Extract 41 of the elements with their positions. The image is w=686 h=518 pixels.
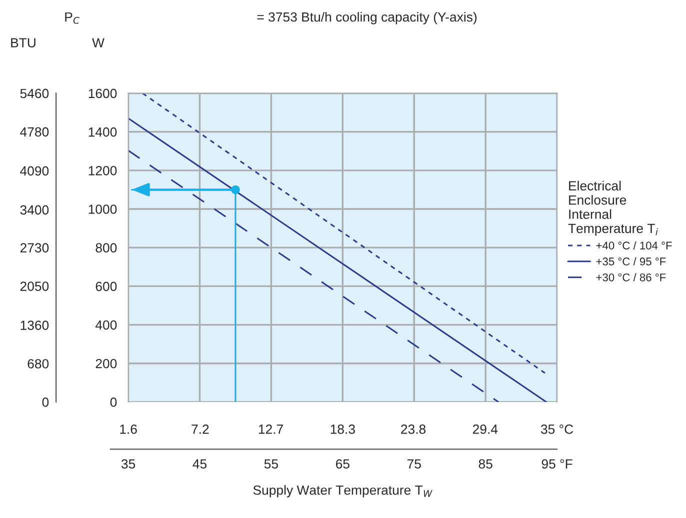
- y2-axis-title: BTU: [11, 38, 36, 48]
- y2-tick-label: 0: [42, 398, 49, 407]
- legend-title: Electrical Enclosure Internal Temperature T$_{i}$: [568, 180, 658, 236]
- y2-tick-label: 1360: [20, 320, 49, 330]
- y2-tick-label: 2050: [20, 282, 49, 291]
- y2-tick-label: 5460: [20, 88, 49, 98]
- y-tick-label: 200: [96, 358, 117, 368]
- y-tick-label: 400: [95, 320, 117, 330]
- y-tick-label: 1400: [88, 127, 117, 137]
- x2-tick-label: 35 °C: [540, 424, 574, 434]
- y2-tick-label: 2730: [20, 243, 49, 253]
- y-tick-label: 600: [96, 282, 117, 292]
- x-axis-title: Supply Water Temperature T$_{W}$: [253, 485, 432, 498]
- text: = 3753 Btu/h cooling capacity (Y-axis): [257, 12, 477, 24]
- x-tick-label: 65: [336, 459, 350, 469]
- y-axis-title: W: [92, 38, 104, 48]
- x2-tick-label: 1.6: [120, 424, 137, 434]
- text: P$_{C}$: [65, 12, 80, 24]
- y-tick-label: 0: [110, 398, 117, 407]
- y2-tick-label: 3400: [20, 205, 49, 215]
- x-tick-label: 85: [478, 459, 492, 469]
- legend-label: +30 °C / 86 °F: [596, 273, 666, 282]
- y-tick-label: 800: [96, 243, 117, 253]
- x2-tick-label: 23.8: [401, 424, 426, 434]
- x-tick-label: 45: [192, 459, 207, 469]
- x-tick-label: 75: [407, 459, 421, 469]
- y2-tick-label: 680: [28, 359, 49, 368]
- x-tick-label: 95 °F: [542, 459, 572, 469]
- x2-tick-label: 29.4: [472, 424, 498, 434]
- y-tick-label: 1600: [88, 88, 117, 98]
- y-tick-label: 1200: [88, 166, 117, 176]
- y2-tick-label: 4090: [20, 166, 49, 176]
- x-tick-label: 55: [264, 459, 278, 469]
- x-tick-label: 35: [121, 459, 136, 469]
- y2-tick-label: 4780: [20, 127, 49, 137]
- legend-label: +35 °C / 95 °F: [596, 257, 666, 266]
- x2-tick-label: 12.7: [258, 424, 283, 434]
- y-tick-label: 1000: [88, 204, 117, 214]
- x2-tick-label: 18.3: [330, 424, 355, 434]
- legend-label: +40 °C / 104 °F: [596, 241, 672, 250]
- x2-tick-label: 7.2: [192, 424, 209, 434]
